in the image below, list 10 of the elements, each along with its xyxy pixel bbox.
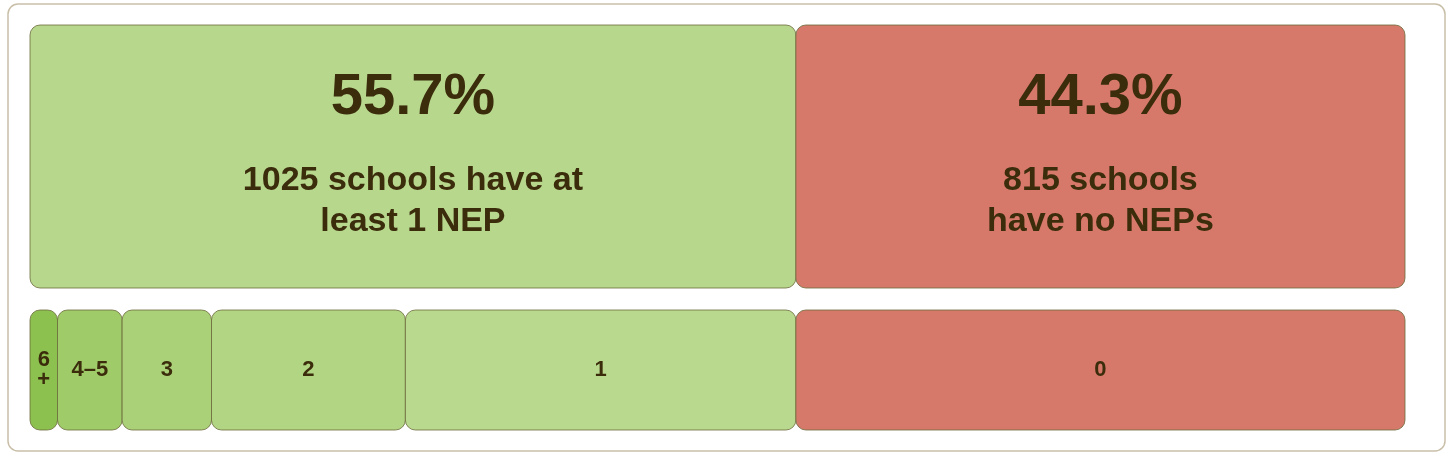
series-label: 1025 schools have at least 1 NEP	[242, 158, 584, 238]
series-label: 815 schools have no NEPs	[987, 158, 1214, 238]
series-label: 1	[594, 355, 607, 381]
series-label: 0	[1094, 355, 1107, 381]
data-label: 55.7%	[330, 60, 496, 126]
data-label: 44.3%	[1018, 60, 1183, 126]
series-label: 3	[160, 355, 173, 381]
series-label: 4–5	[71, 355, 109, 381]
series-label: 2	[302, 355, 315, 381]
series-label: 6+	[37, 345, 51, 391]
